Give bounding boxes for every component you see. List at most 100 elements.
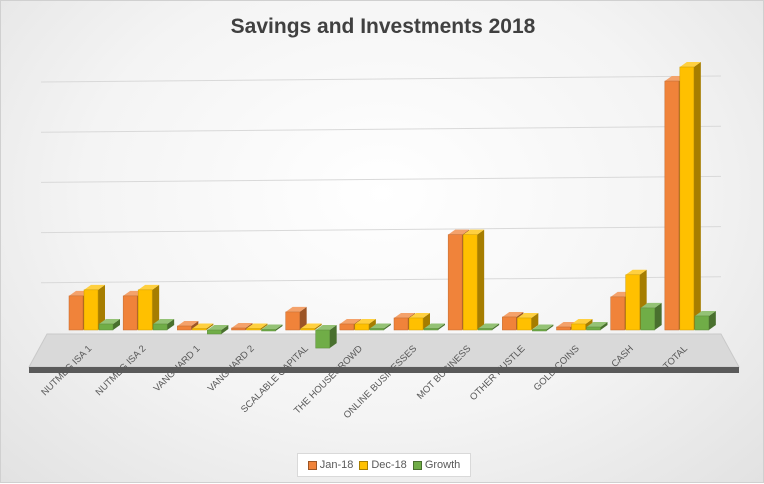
bar-dec-18 [679, 62, 701, 331]
bar-front [285, 311, 300, 331]
gridline [40, 276, 722, 284]
bar-front [502, 316, 517, 331]
legend-entry: Growth [412, 459, 460, 471]
bar-top [339, 318, 361, 324]
bar-side [600, 321, 608, 330]
bar-front [339, 323, 355, 331]
bar-dec-18 [83, 284, 105, 331]
bar-side [654, 302, 662, 330]
bar-side [191, 320, 199, 330]
bar-growth [152, 318, 175, 331]
bar-top [84, 284, 105, 290]
bar-top [153, 318, 175, 324]
gridline [40, 125, 722, 133]
bar-front [532, 329, 547, 332]
bar-side [708, 310, 716, 330]
gridline [40, 75, 722, 83]
bar-top [99, 318, 120, 324]
bar-side [206, 323, 214, 330]
bar-growth [694, 310, 716, 331]
bar-top [300, 323, 322, 329]
bar-side [368, 318, 376, 330]
bar-front [393, 317, 409, 331]
bar-top [517, 312, 539, 318]
bar-side [438, 323, 445, 330]
bar-front [462, 234, 478, 331]
bar-side [260, 323, 268, 330]
bar-jan-18 [177, 320, 199, 331]
bar-top [394, 312, 415, 318]
bar-front [300, 328, 315, 331]
bar-jan-18 [285, 306, 307, 331]
bar-dec-18 [137, 284, 160, 331]
bar-top [261, 324, 283, 330]
bar-top [463, 229, 485, 235]
bar-side [546, 324, 554, 332]
bar-side [329, 325, 337, 349]
bar-side [275, 324, 283, 332]
bar-top [369, 323, 391, 329]
bar-top [354, 318, 376, 324]
legend-label: Jan-18 [319, 459, 354, 471]
bar-top [231, 322, 253, 328]
bar-front [207, 329, 222, 335]
gridline [40, 175, 722, 183]
bar-growth [477, 323, 500, 331]
bar-front [231, 327, 246, 331]
legend-entry: Jan-18 [307, 459, 354, 471]
bar-side [167, 318, 175, 330]
bar-front [640, 307, 655, 331]
bar-front [152, 323, 168, 331]
bar-front [83, 289, 99, 331]
bar-front [261, 329, 276, 332]
bar-dec-18 [246, 323, 268, 331]
bar-top [177, 320, 199, 326]
bar-side [299, 306, 307, 330]
bar-side [221, 325, 229, 335]
chart-floor [28, 333, 740, 373]
bar-top [424, 323, 445, 329]
bar-front [447, 234, 463, 331]
bar-front [571, 323, 586, 331]
bar-top [502, 311, 524, 317]
bar-top [625, 269, 647, 275]
bar-front [477, 328, 493, 331]
legend-entry: Dec-18 [359, 459, 407, 471]
legend-swatch [359, 460, 369, 470]
chart-title: Savings and Investments 2018 [230, 15, 536, 38]
bar-growth [532, 324, 554, 332]
bar-front [625, 274, 640, 331]
bar-top [640, 302, 662, 308]
bar-growth [261, 324, 283, 332]
bar-front [177, 325, 192, 331]
bar-growth [586, 321, 608, 331]
bar-side [98, 284, 105, 330]
bar-top [285, 306, 307, 312]
bar-front [610, 296, 625, 331]
bar-front [664, 80, 680, 331]
bar-dec-18 [462, 229, 485, 331]
bar-growth [98, 318, 120, 331]
legend: Jan-18 Dec-18 Growth [297, 453, 471, 477]
bar-top [448, 229, 470, 235]
bar-series [68, 62, 716, 349]
bar-front [122, 295, 138, 331]
bar-top [138, 284, 160, 290]
bar-front [517, 317, 532, 331]
bar-front [679, 66, 695, 331]
bar-front [68, 295, 84, 331]
bar-side [152, 284, 160, 330]
bar-growth [640, 302, 662, 331]
bar-front [137, 289, 153, 331]
bar-top [571, 318, 593, 324]
bar-top [246, 323, 268, 329]
bar-top [478, 323, 500, 329]
bar-top [315, 325, 337, 330]
bar-top [679, 62, 701, 67]
bar-front [246, 328, 261, 331]
bar-front [423, 328, 439, 331]
floor-edge [29, 367, 739, 373]
bar-growth [315, 325, 337, 349]
